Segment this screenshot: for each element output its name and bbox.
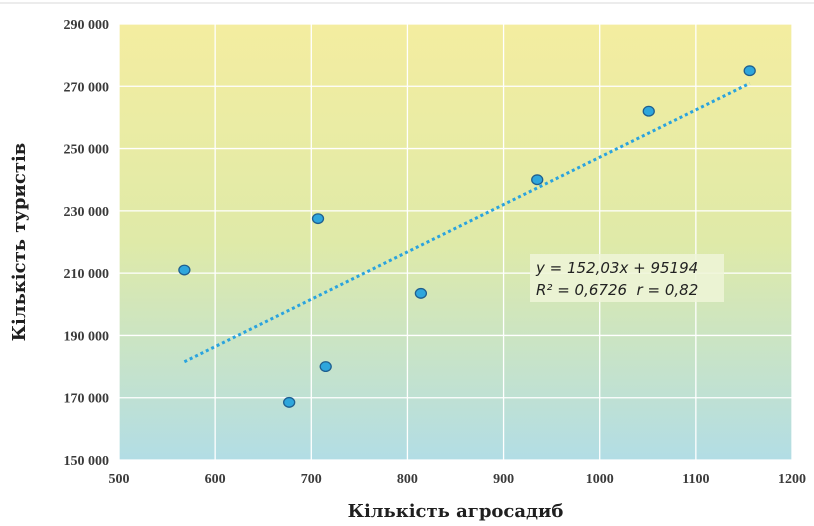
equation-label: y = 152,03x + 95194 bbox=[535, 259, 698, 277]
plot-area bbox=[119, 24, 792, 460]
data-point bbox=[642, 105, 655, 117]
x-tick-label: 800 bbox=[397, 472, 418, 487]
data-point bbox=[283, 396, 296, 408]
equation-box bbox=[530, 254, 724, 302]
y-tick-label: 150 000 bbox=[64, 454, 110, 469]
stats-label: R² = 0,6726 r = 0,82 bbox=[536, 281, 698, 299]
y-tick-labels: 150 000 170 000 190 000 210 000 230 000 250 0… bbox=[64, 18, 110, 469]
x-tick-label: 700 bbox=[301, 472, 322, 487]
y-tick-label: 170 000 bbox=[64, 392, 110, 407]
x-tick-label: 600 bbox=[205, 472, 226, 487]
x-tick-label: 1200 bbox=[778, 472, 806, 487]
y-tick-label: 210 000 bbox=[64, 267, 110, 282]
y-axis-title: Кількість туристів bbox=[9, 143, 30, 342]
x-tick-label: 500 bbox=[109, 472, 130, 487]
x-tick-label: 900 bbox=[493, 472, 514, 487]
y-tick-label: 250 000 bbox=[64, 143, 110, 158]
data-point bbox=[319, 361, 332, 373]
x-tick-labels: 500 600 700 800 900 1000 1100 1200 bbox=[109, 472, 807, 487]
y-tick-label: 270 000 bbox=[64, 80, 110, 95]
y-tick-label: 230 000 bbox=[64, 205, 110, 220]
data-point bbox=[414, 287, 428, 299]
data-point bbox=[311, 213, 325, 225]
data-points bbox=[178, 65, 756, 408]
data-point bbox=[531, 174, 544, 186]
y-tick-label: 290 000 bbox=[64, 18, 110, 33]
x-tick-label: 1100 bbox=[682, 472, 709, 487]
x-axis-title: Кількість агросадиб bbox=[348, 501, 564, 522]
data-point bbox=[178, 264, 191, 276]
x-tick-label: 1000 bbox=[586, 472, 614, 487]
y-tick-label: 190 000 bbox=[64, 329, 110, 344]
data-point bbox=[743, 65, 756, 77]
